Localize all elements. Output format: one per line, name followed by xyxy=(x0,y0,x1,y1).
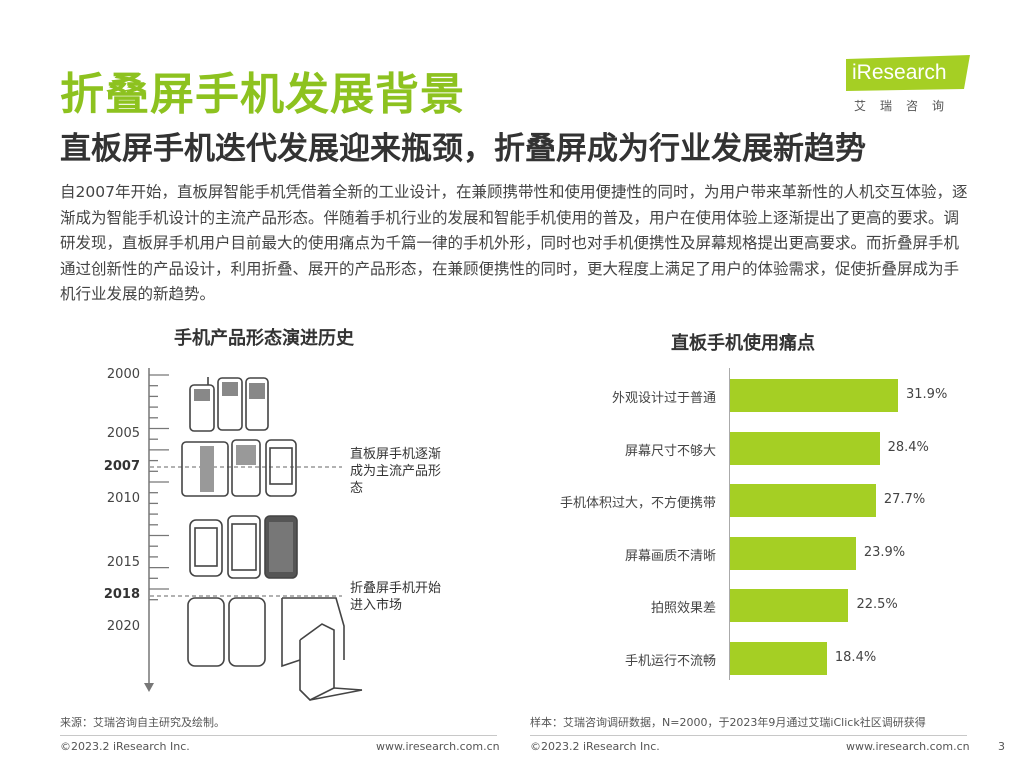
year-2005-label: 2005 xyxy=(106,426,140,441)
bar-category-label: 屏幕尺寸不够大 xyxy=(624,443,716,459)
page-number: 3 xyxy=(998,740,1005,753)
bar xyxy=(730,484,876,517)
bar-value-label: 23.9% xyxy=(863,544,906,560)
bar xyxy=(730,536,856,570)
source-right: 样本：艾瑞咨询调研数据，N=2000，于2023年9月通过艾瑞iClick社区调… xyxy=(530,716,926,729)
source-left: 来源：艾瑞咨询自主研究及绘制。 xyxy=(60,716,225,729)
timeline-title: 手机产品形态演进历史 xyxy=(174,328,354,349)
foldable-phones-icon xyxy=(187,597,363,701)
note-2007: 直板屏手机逐渐成为主流产品形态 xyxy=(350,447,442,496)
bar-category-label: 外观设计过于普通 xyxy=(611,391,716,406)
logo-text: iResearch xyxy=(852,61,947,84)
year-2018-label: 2018 xyxy=(103,587,140,602)
footer-divider-left xyxy=(60,735,497,736)
timeline-ticks xyxy=(149,374,169,601)
bar-value-label: 28.4% xyxy=(887,439,929,455)
year-2020-label: 2020 xyxy=(106,619,140,634)
note-2018: 折叠屏手机开始进入市场 xyxy=(350,581,442,613)
early-smartphones-icon xyxy=(181,439,297,497)
logo-badge-shape xyxy=(846,55,970,91)
page-title: 折叠屏手机发展背景 xyxy=(60,69,465,120)
iresearch-logo: iResearch 艾瑞咨询 xyxy=(846,55,972,115)
touchscreen-phones-icon xyxy=(189,515,298,579)
footer-site-right[interactable]: www.iresearch.com.cn xyxy=(846,740,970,753)
bar xyxy=(730,431,880,465)
bar-value-label: 18.4% xyxy=(834,649,877,665)
bar-value-label: 31.9% xyxy=(906,387,948,402)
bar xyxy=(730,589,849,622)
year-2010-label: 2010 xyxy=(106,491,140,506)
bar-value-label: 22.5% xyxy=(856,597,898,612)
footer-copyright-right: ©2023.2 iResearch Inc. xyxy=(530,740,660,753)
bar-category-label: 手机运行不流畅 xyxy=(624,653,716,669)
footer-copyright-left: ©2023.2 iResearch Inc. xyxy=(60,740,190,753)
page-subtitle: 直板屏手机迭代发展迎来瓶颈，折叠屏成为行业发展新趋势 xyxy=(60,131,866,167)
bar xyxy=(730,641,827,675)
bar-chart-title: 直板手机使用痛点 xyxy=(671,333,815,354)
bar-category-label: 屏幕画质不清晰 xyxy=(624,548,716,564)
intro-paragraph: 自2007年开始，直板屏智能手机凭借着全新的工业设计，在兼顾携带性和使用便捷性的… xyxy=(60,183,968,303)
year-2015-label: 2015 xyxy=(106,555,140,570)
bar-category-label: 拍照效果差 xyxy=(650,601,716,616)
feature-phones-icon xyxy=(189,377,269,432)
footer-divider-right xyxy=(530,735,967,736)
footer-site-left[interactable]: www.iresearch.com.cn xyxy=(376,740,500,753)
year-2007-label: 2007 xyxy=(103,459,140,474)
timeline-arrow xyxy=(144,683,154,692)
bar xyxy=(730,379,898,412)
year-2000-label: 2000 xyxy=(106,367,140,382)
bar-value-label: 27.7% xyxy=(883,492,926,507)
bar-chart-axis xyxy=(729,368,730,680)
bar-category-label: 手机体积过大，不方便携带 xyxy=(559,496,716,511)
logo-cn-text: 艾瑞咨询 xyxy=(854,99,959,113)
